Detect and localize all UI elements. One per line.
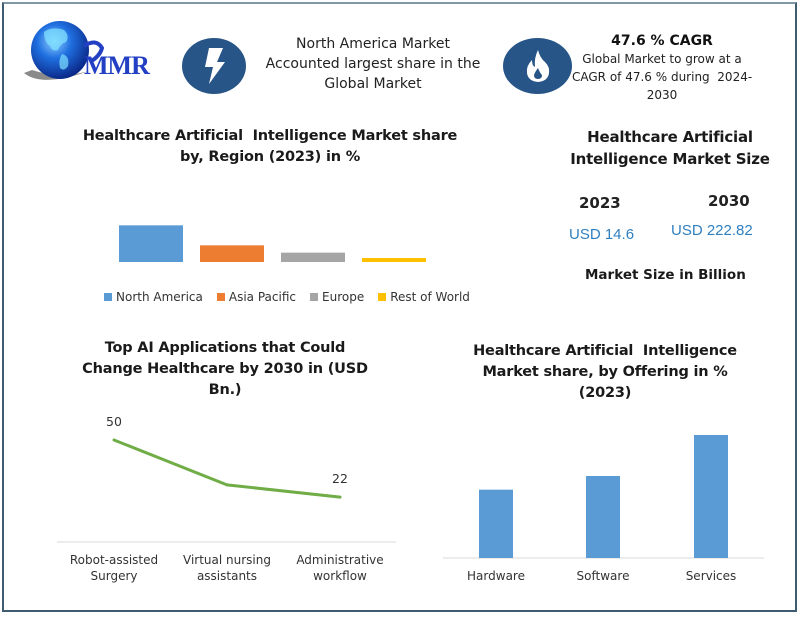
highlight-line: Accounted largest share in the (265, 56, 481, 72)
x-axis-tick-label: Hardware (467, 569, 525, 583)
title-line: by, Region (2023) in % (179, 149, 361, 165)
lightning-bolt-icon (205, 48, 225, 84)
applications-chart-title: Top AI Applications that Could Change He… (60, 338, 390, 401)
legend-label: Europe (322, 290, 365, 304)
region-bar-rest-of-world (362, 258, 426, 262)
highlight-icon-badge (182, 38, 246, 94)
legend-item: Europe (310, 290, 364, 304)
region-legend: North America Asia Pacific Europe Rest of W… (104, 290, 474, 304)
applications-line-chart: 50 22 (57, 414, 396, 543)
highlight-north-america: North America Market Accounted largest s… (258, 34, 488, 94)
market-size-title: Healthcare Artificial Intelligence Marke… (560, 126, 780, 170)
title-line: (2023) (578, 385, 632, 401)
offering-bar-software (586, 476, 620, 558)
tick-label-line: Robot-assisted (69, 553, 159, 567)
market-value-2030: USD 222.82 (671, 222, 753, 239)
title-line: Change Healthcare by 2030 in (USD (82, 361, 368, 377)
x-axis-tick-label: Administrative workflow (280, 552, 400, 584)
title-line: Healthcare Artificial (587, 128, 753, 146)
legend-item: Rest of World (378, 290, 470, 304)
line-point (112, 438, 116, 442)
highlight-line: Global Market (324, 76, 422, 92)
line-point (338, 495, 342, 499)
title-line: Healthcare Artificial Intelligence Marke… (82, 128, 458, 144)
tick-label-line: Surgery (90, 569, 138, 583)
region-chart-title: Healthcare Artificial Intelligence Marke… (70, 126, 470, 168)
logo-text: MMR (84, 51, 150, 80)
offering-bar-services (694, 435, 728, 558)
legend-label: Rest of World (390, 290, 470, 304)
legend-label: Asia Pacific (228, 290, 296, 304)
cagr-line: 2030 (646, 88, 678, 102)
legend-label: North America (116, 290, 203, 304)
title-line: Healthcare Artificial Intelligence (473, 343, 737, 359)
offering-chart-title: Healthcare Artificial Intelligence Marke… (440, 341, 770, 404)
tick-label-line: Administrative (296, 553, 384, 567)
highlight-line: North America Market (296, 36, 450, 52)
offering-bar-hardware (479, 489, 513, 558)
legend-swatch (216, 293, 225, 301)
market-unit-note: Market Size in Billion (585, 267, 746, 283)
cagr-line: Global Market to grow at a (582, 52, 742, 66)
highlight-cagr: 47.6 % CAGR Global Market to grow at a C… (572, 32, 752, 104)
legend-swatch (378, 293, 387, 301)
legend-swatch (310, 293, 318, 301)
cagr-line: CAGR of 47.6 % during 2024- (572, 70, 753, 84)
data-label: 22 (332, 471, 348, 486)
offering-bar-chart (443, 435, 764, 559)
data-label: 50 (106, 414, 122, 429)
region-bar-north-america (119, 225, 183, 262)
applications-line (113, 438, 341, 499)
tick-label-line: assistants (196, 569, 258, 583)
tick-label-line: Virtual nursing (183, 553, 271, 567)
region-bar-europe (281, 252, 345, 262)
flame-icon (526, 50, 549, 82)
mmr-logo: MMR (22, 18, 167, 88)
legend-item: Asia Pacific (216, 290, 296, 304)
line-point (225, 483, 229, 487)
market-year-2030: 2030 (708, 192, 750, 210)
region-bar-chart (119, 225, 426, 262)
title-line: Market share, by Offering in % (482, 364, 728, 380)
market-year-2023: 2023 (579, 194, 621, 212)
x-axis-tick-label: Robot-assisted Surgery (54, 552, 174, 584)
title-line: Top AI Applications that Could (104, 340, 346, 356)
title-line: Bn.) (208, 382, 242, 398)
legend-swatch (104, 293, 112, 301)
legend-item: North America (104, 290, 203, 304)
globe-icon (24, 21, 105, 80)
cagr-heading: 47.6 % CAGR (611, 33, 713, 49)
tick-label-line: workflow (313, 569, 367, 583)
x-axis-tick-label: Software (576, 569, 630, 583)
market-value-2023: USD 14.6 (569, 226, 635, 243)
x-axis-tick-label: Virtual nursing assistants (167, 552, 287, 584)
title-line: Intelligence Market Size (570, 150, 770, 168)
cagr-icon-badge (503, 38, 572, 94)
x-axis-tick-label: Services (685, 569, 737, 583)
region-bar-asia-pacific (200, 245, 264, 262)
